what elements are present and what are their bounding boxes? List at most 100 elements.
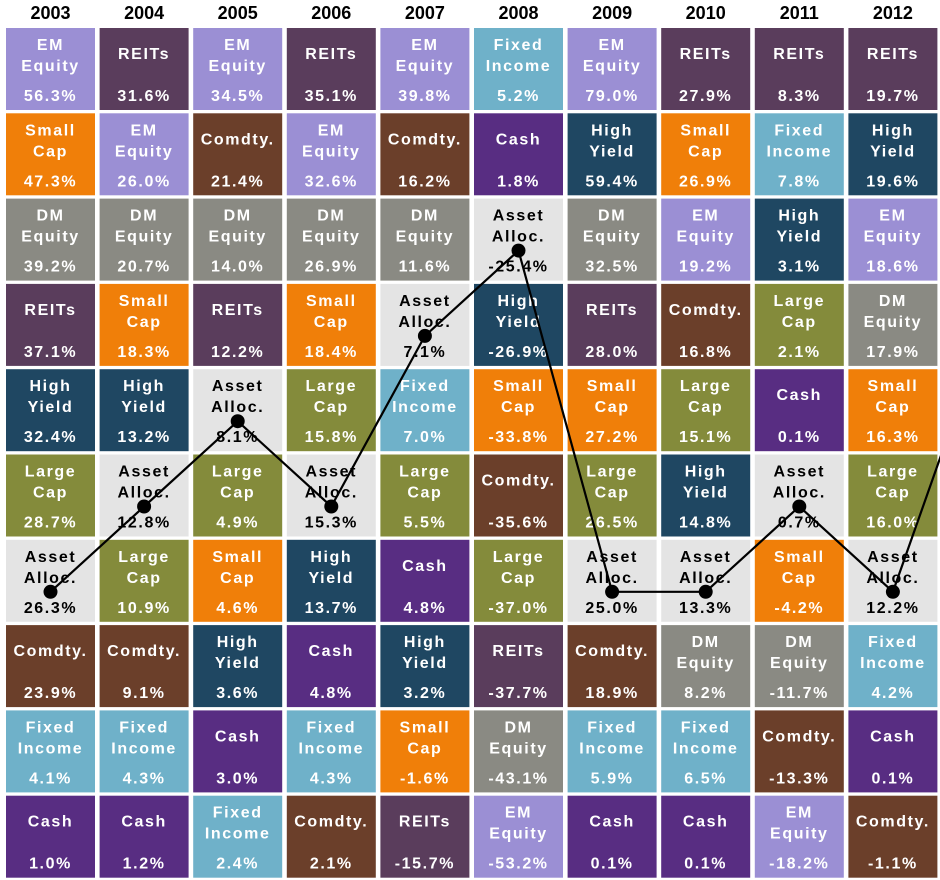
cell-background — [380, 283, 470, 366]
cell-label: Large — [306, 378, 358, 395]
cell-background — [754, 710, 844, 793]
cell-label: Alloc. — [492, 229, 545, 246]
cell-background — [754, 539, 844, 622]
cell-2006-reit: REITs 35.1% — [286, 28, 376, 110]
cell-value: -33.8% — [488, 429, 548, 446]
cell-label: Small — [587, 378, 638, 395]
cell-background — [193, 625, 283, 708]
cell-value: 47.3% — [24, 173, 77, 190]
cell-background — [661, 454, 751, 537]
cell-2011-lc: Large Cap 2.1% — [754, 283, 844, 366]
cell-background — [661, 710, 751, 793]
cell-2008-em: EM Equity -53.2% — [474, 795, 563, 878]
cell-background — [567, 454, 657, 537]
cell-background — [567, 113, 657, 196]
cell-label: Small — [868, 378, 919, 395]
cell-value: 18.3% — [117, 344, 170, 361]
cell-background — [6, 369, 95, 452]
cell-2012-hy: High Yield 19.6% — [848, 113, 938, 196]
cell-value: 26.5% — [585, 515, 638, 532]
cell-label: REITs — [492, 643, 544, 660]
cell-2008-fi: Fixed Income 5.2% — [474, 28, 563, 110]
cell-background — [474, 28, 563, 110]
cell-label: Large — [586, 464, 638, 481]
cell-value: 4.8% — [403, 600, 446, 617]
cell-2006-hy: High Yield 13.7% — [286, 539, 376, 622]
cell-label: EM — [37, 37, 64, 54]
cell-2012-fi: Fixed Income 4.2% — [848, 625, 938, 708]
cell-2010-com: Comdty. 16.8% — [661, 283, 751, 366]
cell-background — [99, 28, 189, 110]
cell-label: Equity — [115, 143, 174, 160]
asset-allocation-point-2004 — [137, 499, 152, 514]
cell-2009-com: Comdty. 18.9% — [567, 625, 657, 708]
cell-label: Asset — [774, 464, 826, 481]
cell-2011-dm: DM Equity -11.7% — [754, 625, 844, 708]
cell-label: Fixed — [587, 719, 637, 736]
cell-label: Cap — [875, 399, 910, 416]
cell-label: Alloc. — [586, 570, 639, 587]
cell-value: 8.3% — [778, 88, 821, 105]
cell-background — [380, 198, 470, 281]
cell-value: 26.0% — [117, 173, 170, 190]
cell-label: REITs — [773, 46, 825, 63]
cell-label: Fixed — [119, 719, 169, 736]
asset-allocation-path — [43, 243, 940, 599]
cell-value: 25.0% — [585, 600, 638, 617]
cell-label: Yield — [683, 485, 729, 502]
cell-2003-cash: Cash 1.0% — [6, 795, 95, 878]
year-header-2008: 2008 — [498, 3, 538, 23]
cell-label: Large — [118, 549, 170, 566]
cell-value: 13.3% — [679, 600, 732, 617]
cell-label: DM — [879, 293, 907, 310]
cell-label: Fixed — [868, 634, 918, 651]
cell-2003-hy: High Yield 32.4% — [6, 369, 95, 452]
cell-label: Cash — [215, 728, 261, 745]
cell-background — [567, 283, 657, 366]
cell-value: 27.9% — [679, 88, 732, 105]
cell-2007-lc: Large Cap 5.5% — [380, 454, 470, 537]
cell-background — [661, 113, 751, 196]
cell-2006-lc: Large Cap 15.8% — [286, 369, 376, 452]
cell-2004-hy: High Yield 13.2% — [99, 369, 189, 452]
cell-label: Equity — [302, 229, 361, 246]
year-header-2011: 2011 — [780, 3, 819, 23]
cell-label: REITs — [867, 46, 919, 63]
cell-2006-aa: Asset Alloc. 15.3% — [286, 454, 376, 537]
cell-label: High — [123, 378, 165, 395]
cell-label: Income — [18, 740, 84, 757]
cell-background — [193, 795, 283, 878]
cell-label: DM — [224, 208, 252, 225]
cell-label: REITs — [305, 46, 357, 63]
cell-label: Comdty. — [201, 131, 275, 148]
cell-value: 1.8% — [497, 173, 540, 190]
cell-2008-lc: Large Cap -37.0% — [474, 539, 563, 622]
cell-background — [193, 198, 283, 281]
cell-value: 39.8% — [398, 88, 451, 105]
cell-2008-cash: Cash 1.8% — [474, 113, 563, 196]
cell-2012-com: Comdty. -1.1% — [848, 795, 938, 878]
cell-label: Comdty. — [481, 473, 555, 490]
cell-2006-cash: Cash 4.8% — [286, 625, 376, 708]
cell-label: REITs — [399, 814, 451, 831]
cell-label: Cash — [777, 387, 823, 404]
cell-label: DM — [785, 634, 813, 651]
cell-2005-hy: High Yield 3.6% — [193, 625, 283, 708]
cell-2008-sc: Small Cap -33.8% — [474, 369, 563, 452]
cell-value: 5.2% — [497, 88, 540, 105]
cell-label: Small — [493, 378, 544, 395]
cell-value: 3.6% — [216, 685, 259, 702]
cell-background — [286, 283, 376, 366]
cell-2012-aa: Asset Alloc. 12.2% — [848, 539, 938, 622]
cell-label: High — [30, 378, 72, 395]
cell-label: Cash — [683, 814, 729, 831]
cell-background — [474, 710, 563, 793]
cell-background — [661, 198, 751, 281]
cell-background — [193, 710, 283, 793]
cell-value: 1.2% — [123, 856, 166, 873]
cell-background — [99, 113, 189, 196]
cell-2010-fi: Fixed Income 6.5% — [661, 710, 751, 793]
cell-label: REITs — [586, 302, 638, 319]
